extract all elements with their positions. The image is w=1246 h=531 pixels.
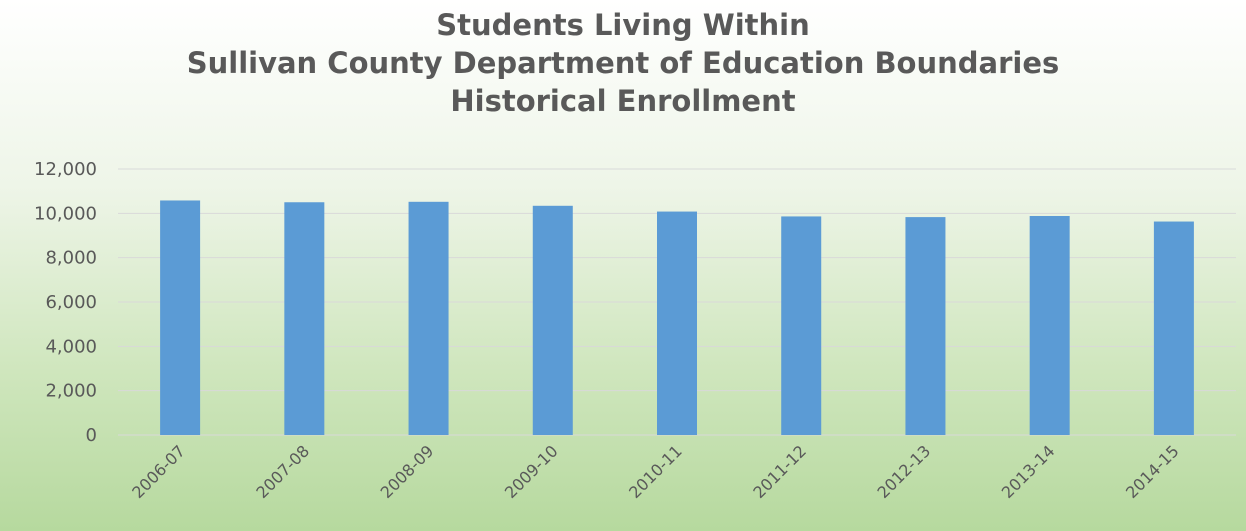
chart-title: Students Living Within Sullivan County D… — [0, 6, 1246, 120]
y-tick-label: 12,000 — [34, 159, 97, 180]
bar-2010-11 — [657, 211, 697, 435]
y-tick-label: 4,000 — [45, 336, 97, 357]
x-category-label: 2008-09 — [377, 441, 438, 502]
x-category-label: 2011-12 — [749, 441, 810, 502]
y-tick-label: 8,000 — [45, 248, 97, 269]
y-tick-label: 10,000 — [34, 203, 97, 224]
bar-2006-07 — [160, 200, 201, 435]
x-category-label: 2010-11 — [625, 441, 686, 502]
bar-2011-12 — [781, 216, 822, 435]
bar-2014-15 — [1153, 221, 1194, 435]
bar-2013-14 — [1029, 215, 1070, 435]
x-category-label: 2006-07 — [128, 441, 189, 502]
x-category-label: 2013-14 — [998, 441, 1059, 502]
chart-title-line-1: Students Living Within — [436, 8, 810, 42]
bar-2012-13 — [905, 217, 946, 435]
chart-title-line-3: Historical Enrollment — [450, 84, 796, 118]
bar-2009-10 — [532, 205, 573, 435]
y-tick-label: 6,000 — [45, 292, 97, 313]
y-tick-label: 0 — [86, 425, 97, 446]
x-category-label: 2014-15 — [1122, 441, 1183, 502]
x-category-label: 2012-13 — [874, 441, 935, 502]
x-category-label: 2009-10 — [501, 441, 562, 502]
chart-title-line-2: Sullivan County Department of Education … — [186, 46, 1060, 80]
bar-2007-08 — [284, 202, 325, 435]
y-tick-label: 2,000 — [45, 381, 97, 402]
x-category-label: 2007-08 — [252, 441, 313, 502]
bar-2008-09 — [408, 201, 449, 435]
